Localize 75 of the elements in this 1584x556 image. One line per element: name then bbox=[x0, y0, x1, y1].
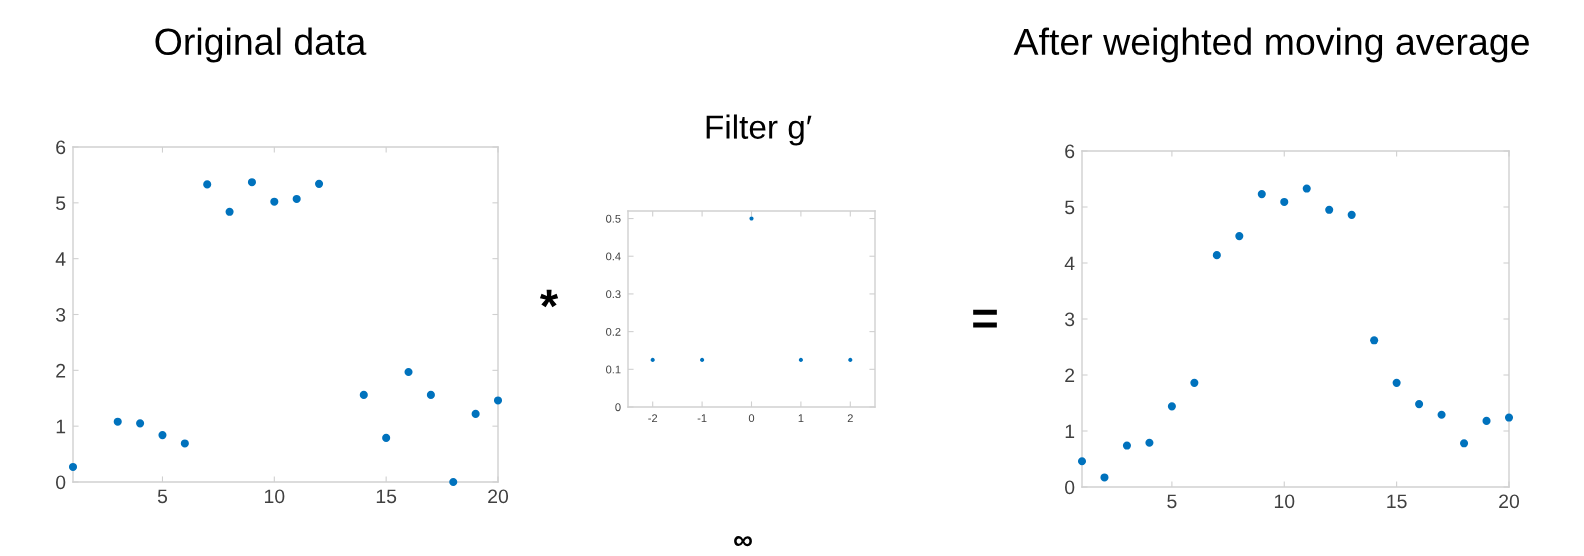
y-tick-label: 2 bbox=[56, 363, 66, 378]
point bbox=[449, 477, 458, 487]
point bbox=[225, 207, 234, 216]
point bbox=[382, 433, 391, 442]
point bbox=[426, 390, 435, 399]
x-tick-label: 20 bbox=[1499, 494, 1520, 509]
point bbox=[292, 194, 301, 203]
x-tick-label: -1 bbox=[697, 414, 707, 422]
point bbox=[1504, 413, 1514, 422]
point bbox=[113, 417, 122, 426]
y-tick-label: 3 bbox=[1064, 312, 1075, 327]
point bbox=[1257, 190, 1266, 199]
y-tick-label: 3 bbox=[55, 307, 66, 322]
text: = bbox=[973, 309, 997, 328]
chart-title: Filter g′ bbox=[706, 114, 812, 146]
chart-title: After weighted moving average bbox=[1013, 27, 1529, 63]
y-tick-label: 0.3 bbox=[606, 290, 621, 299]
point bbox=[270, 197, 279, 206]
y-tick-label: 0 bbox=[615, 403, 621, 412]
point bbox=[1190, 378, 1199, 387]
point bbox=[1370, 336, 1379, 345]
chart-title: Original data bbox=[155, 27, 367, 63]
point bbox=[1122, 441, 1131, 450]
text: ∞ bbox=[734, 536, 752, 547]
point bbox=[1280, 197, 1289, 207]
point bbox=[471, 409, 480, 418]
point bbox=[1077, 457, 1087, 466]
y-tick-label: 4 bbox=[1064, 256, 1075, 271]
x-tick-label: 2 bbox=[847, 414, 853, 422]
point bbox=[203, 180, 212, 189]
x-tick-label: 0 bbox=[748, 414, 755, 423]
x-tick-label: 5 bbox=[157, 489, 168, 504]
y-tick-label: 0 bbox=[56, 475, 66, 490]
point bbox=[359, 390, 368, 399]
y-tick-label: 6 bbox=[56, 140, 66, 155]
x-tick-label: 15 bbox=[1387, 494, 1407, 509]
point bbox=[180, 439, 189, 448]
point bbox=[136, 419, 145, 428]
text: * bbox=[539, 289, 559, 308]
point bbox=[1392, 378, 1401, 387]
point bbox=[493, 396, 503, 405]
point bbox=[1415, 400, 1424, 409]
x-tick-label: 5 bbox=[1167, 494, 1177, 509]
y-tick-label: 0.1 bbox=[606, 365, 621, 374]
y-tick-label: 6 bbox=[1065, 144, 1075, 159]
point bbox=[1235, 232, 1244, 241]
y-tick-label: 2 bbox=[1065, 368, 1075, 383]
point bbox=[158, 431, 167, 440]
point bbox=[1437, 410, 1446, 419]
point bbox=[1482, 416, 1491, 425]
point bbox=[1347, 210, 1356, 219]
y-tick-label: 5 bbox=[1065, 200, 1075, 215]
point bbox=[1325, 205, 1334, 214]
point bbox=[1167, 402, 1176, 411]
y-tick-label: 0.5 bbox=[606, 214, 621, 223]
point bbox=[68, 462, 78, 471]
y-tick-label: 1 bbox=[1065, 424, 1075, 439]
point bbox=[404, 367, 413, 377]
x-tick-label: 10 bbox=[1274, 494, 1295, 509]
point bbox=[315, 179, 324, 188]
x-tick-label: 20 bbox=[488, 489, 509, 504]
y-tick-label: 0.2 bbox=[606, 327, 621, 336]
x-tick-label: 15 bbox=[376, 489, 397, 504]
point bbox=[1302, 184, 1311, 193]
point bbox=[1212, 251, 1221, 260]
x-tick-label: -2 bbox=[648, 414, 658, 422]
y-tick-label: 0.4 bbox=[606, 252, 621, 261]
y-tick-label: 5 bbox=[56, 196, 66, 211]
point bbox=[1460, 439, 1469, 448]
x-tick-label: 1 bbox=[798, 414, 804, 422]
point bbox=[247, 178, 256, 187]
point bbox=[1100, 473, 1109, 482]
x-tick-label: 10 bbox=[264, 489, 285, 504]
y-tick-label: 4 bbox=[55, 252, 66, 266]
point bbox=[1145, 438, 1154, 447]
